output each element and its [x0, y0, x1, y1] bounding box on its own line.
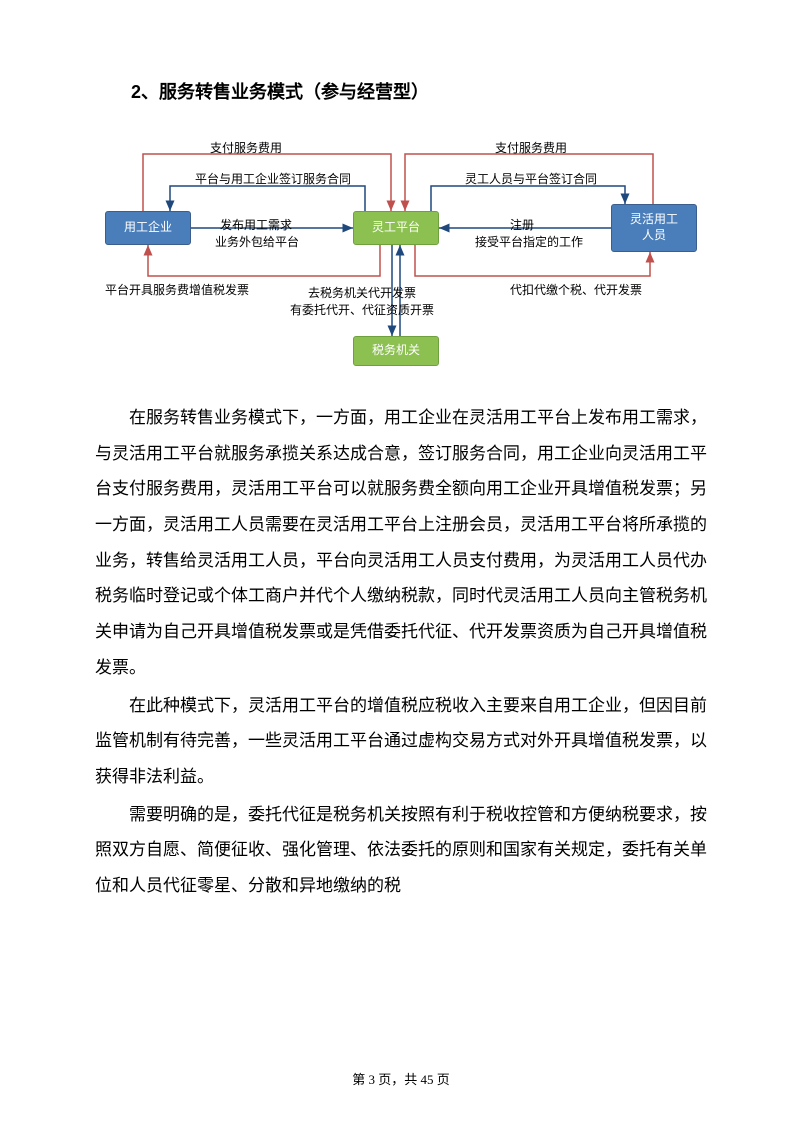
paragraph-2: 在此种模式下，灵活用工平台的增值税应税收入主要来自用工企业，但因目前监管机制有待…	[95, 688, 707, 795]
node-worker: 灵活用工 人员	[611, 204, 697, 252]
paragraph-3: 需要明确的是，委托代征是税务机关按照有利于税收控管和方便纳税要求，按照双方自愿、…	[95, 797, 707, 904]
label-contract-left: 平台与用工企业签订服务合同	[195, 170, 351, 187]
label-proxy: 代扣代缴个税、代开发票	[510, 281, 642, 298]
label-pay-left: 支付服务费用	[210, 139, 282, 156]
label-demand1: 发布用工需求	[220, 216, 292, 233]
section-heading: 2、服务转售业务模式（参与经营型）	[131, 78, 707, 104]
label-tax1: 去税务机关代开发票	[308, 284, 416, 301]
label-demand2: 业务外包给平台	[215, 233, 299, 250]
label-contract-right: 灵工人员与平台签订合同	[465, 170, 597, 187]
label-register2: 接受平台指定的工作	[475, 233, 583, 250]
paragraph-1: 在服务转售业务模式下，一方面，用工企业在灵活用工平台上发布用工需求，与灵活用工平…	[95, 400, 707, 686]
label-pay-right: 支付服务费用	[495, 139, 567, 156]
page-footer: 第 3 页，共 45 页	[0, 1069, 802, 1088]
label-tax2: 有委托代开、代征资质开票	[290, 301, 434, 318]
label-register1: 注册	[510, 216, 534, 233]
body-text: 在服务转售业务模式下，一方面，用工企业在灵活用工平台上发布用工需求，与灵活用工平…	[95, 400, 707, 904]
node-tax: 税务机关	[353, 336, 439, 366]
node-enterprise: 用工企业	[105, 211, 191, 245]
node-platform: 灵工平台	[353, 211, 439, 245]
label-invoice-left: 平台开具服务费增值税发票	[105, 281, 249, 298]
flowchart-diagram: 用工企业 灵工平台 灵活用工 人员 税务机关 支付服务费用 支付服务费用 平台与…	[95, 126, 707, 378]
